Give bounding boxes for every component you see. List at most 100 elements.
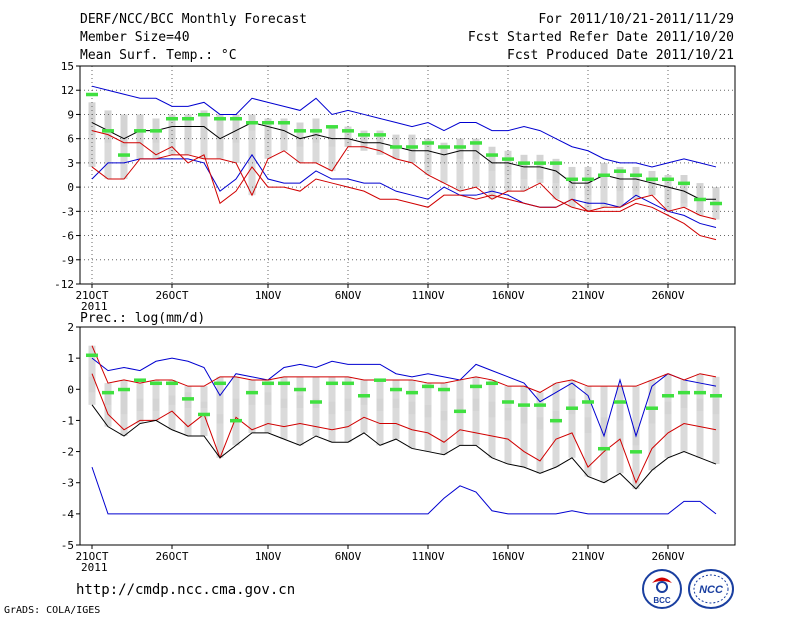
- prec-range-box: [328, 376, 336, 443]
- temp-mean-marker: [278, 121, 290, 125]
- forecast-range: For 2011/10/21-2011/11/29: [538, 12, 734, 27]
- temp-mean-marker: [390, 145, 402, 149]
- prec-mean-marker: [134, 378, 146, 382]
- temp-min-line: [91, 130, 717, 241]
- prec-range-box: [88, 345, 96, 405]
- prec-range-box: [408, 379, 416, 449]
- prec-min-line: [91, 373, 717, 485]
- bcc-logo-text: BCC: [653, 596, 671, 605]
- temp-spread-box: [200, 110, 208, 139]
- temp-year-label: 2011: [81, 300, 108, 313]
- temp-spread-box: [328, 126, 336, 147]
- temp-spread-box: [456, 138, 464, 159]
- prec-range-box: [568, 379, 576, 458]
- temp-mean-marker: [662, 177, 674, 182]
- prec-xtick-label: 21NOV: [571, 550, 604, 563]
- temp-mean-marker: [694, 197, 706, 202]
- temp-range-box: [232, 130, 240, 163]
- prec-range-box: [152, 379, 160, 421]
- prec-xtick-label: 11NOV: [411, 550, 444, 563]
- prec-range-box: [136, 383, 144, 424]
- prec-range-box: [488, 379, 496, 458]
- prec-mean-marker: [454, 409, 466, 414]
- prec-lower-line: [91, 466, 717, 515]
- temp-mean-marker: [358, 133, 370, 137]
- temp-lower-line: [91, 153, 717, 228]
- prec-xtick-label: 6NOV: [335, 550, 362, 563]
- temp-mean-marker: [486, 153, 498, 157]
- temp-max-line: [91, 146, 717, 220]
- prec-mean-marker: [342, 381, 354, 386]
- temp-range-box: [248, 122, 256, 196]
- temp-range-box: [88, 122, 96, 167]
- temp-ytick-label: 3: [67, 157, 74, 170]
- temp-mean-marker: [566, 177, 578, 182]
- prec-mean-marker: [406, 390, 418, 395]
- prec-range-box: [712, 376, 720, 465]
- prec-xtick-label: 26NOV: [651, 550, 684, 563]
- prec-plot-frame: [79, 326, 736, 546]
- prec-mean-marker: [438, 387, 450, 392]
- fcst-produced-date: Fcst Produced Date 2011/10/21: [507, 48, 734, 63]
- temp-mean-marker: [118, 153, 130, 157]
- temp-mean-marker: [646, 177, 658, 182]
- prec-mean-marker: [470, 384, 482, 389]
- temp-spread-box: [280, 118, 288, 139]
- prec-mean-marker: [518, 403, 530, 407]
- prec-range-box: [200, 386, 208, 436]
- prec-range-box: [424, 383, 432, 452]
- temp-mean-marker: [582, 177, 594, 182]
- temp-spread-box: [680, 175, 688, 204]
- prec-mean-marker: [182, 397, 194, 401]
- temp-range-box: [520, 166, 528, 192]
- temp-range-box: [104, 130, 112, 180]
- prec-max-line: [91, 345, 717, 393]
- temp-mean-marker: [262, 121, 274, 125]
- temp-mean-marker: [422, 141, 434, 145]
- temp-ytick-label: 6: [67, 133, 74, 146]
- temp-mean-marker: [310, 129, 322, 133]
- prec-mean-marker: [390, 387, 402, 392]
- prec-range-box: [376, 379, 384, 446]
- prec-mean-marker: [630, 450, 642, 454]
- temp-spread-box: [472, 138, 480, 159]
- temp-range-box: [456, 150, 464, 192]
- prec-mean-marker: [102, 390, 114, 395]
- bcc-logo: BCC: [642, 569, 682, 609]
- prec-mean-marker: [150, 381, 162, 386]
- temp-range-box: [584, 183, 592, 212]
- temp-range-box: [280, 130, 288, 151]
- temp-range-box: [216, 138, 224, 159]
- prec-upper-line: [91, 357, 717, 438]
- prec-range-box: [104, 383, 112, 427]
- temp-mean-marker: [598, 173, 610, 177]
- prec-mean-marker: [230, 418, 242, 423]
- temp-spread-box: [584, 166, 592, 196]
- temp-mean-marker: [182, 116, 194, 121]
- temp-mean-marker: [502, 157, 514, 161]
- temp-range-box: [120, 138, 128, 180]
- prec-mean-marker: [374, 378, 386, 382]
- prec-mean-marker: [86, 353, 98, 358]
- temp-mean-marker: [86, 92, 98, 97]
- prec-range-box: [440, 383, 448, 455]
- prec-range-box: [232, 376, 240, 446]
- temp-mean-marker: [134, 129, 146, 133]
- footer-url[interactable]: http://cmdp.ncc.cma.gov.cn: [76, 582, 296, 598]
- prec-range-box: [184, 386, 192, 436]
- temp-range-box: [504, 162, 512, 192]
- prec-range-box: [504, 386, 512, 465]
- prec-mean-marker: [422, 384, 434, 389]
- temp-upper-line: [91, 85, 717, 168]
- temp-spread-box: [104, 110, 112, 143]
- prec-range-box: [264, 379, 272, 433]
- prec-mean-marker: [614, 400, 626, 404]
- temp-q50-line: [91, 121, 716, 200]
- temp-mean-marker: [678, 181, 690, 186]
- temp-range-box: [376, 142, 384, 151]
- prec-mean-marker: [710, 394, 722, 398]
- prec-mean-marker: [198, 412, 210, 417]
- temp-ytick-label: -9: [61, 254, 74, 267]
- temp-spread-box: [296, 122, 304, 147]
